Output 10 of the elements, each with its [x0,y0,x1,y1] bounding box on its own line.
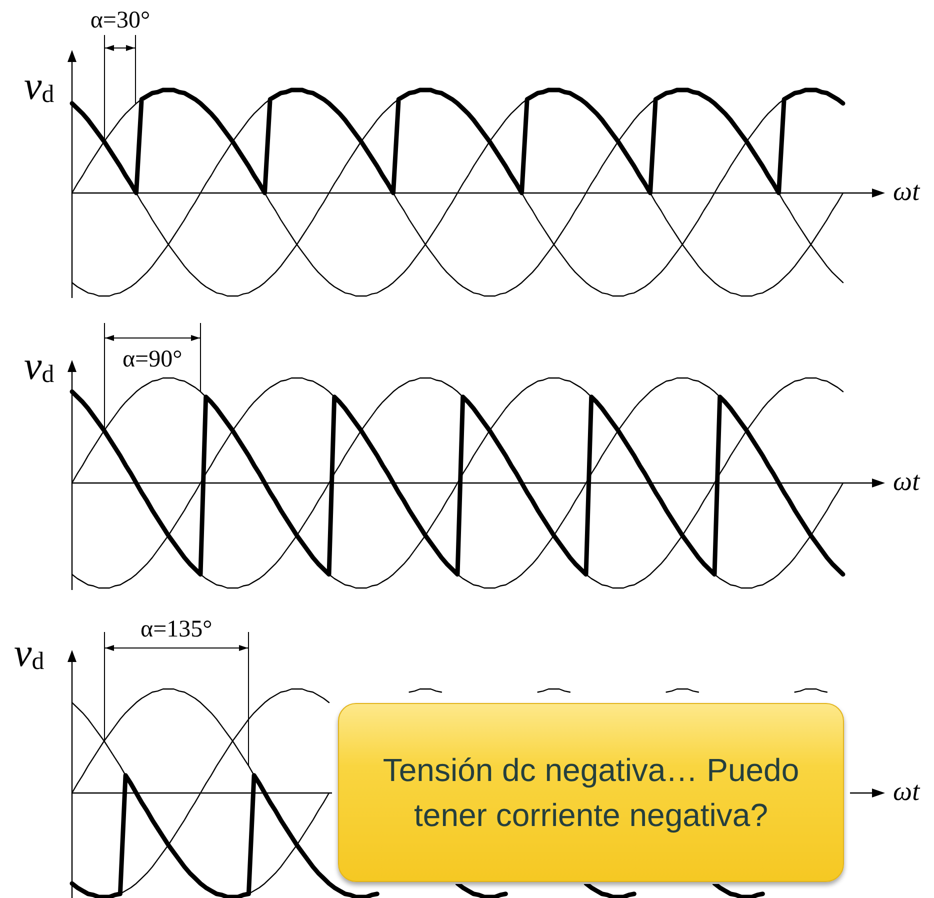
text: α=90° [122,346,182,372]
x-axis-title: ωt [893,176,922,206]
y-axis-title: v$_{d}$ [24,63,54,110]
y-axis-title: v$_{d}$ [24,343,54,390]
annotation: Tensión dc negativa… Puedo tener corriente negativa? [382,750,800,835]
x-axis-title: ωt [893,466,922,496]
y-axis-title: v$_{d}$ [14,630,44,677]
text: α=30° [90,7,150,34]
x-axis-title: ωt [893,776,922,806]
text: α=135° [140,616,212,642]
